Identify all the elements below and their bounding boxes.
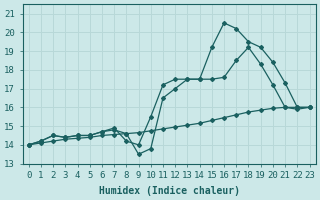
X-axis label: Humidex (Indice chaleur): Humidex (Indice chaleur) [99,186,240,196]
